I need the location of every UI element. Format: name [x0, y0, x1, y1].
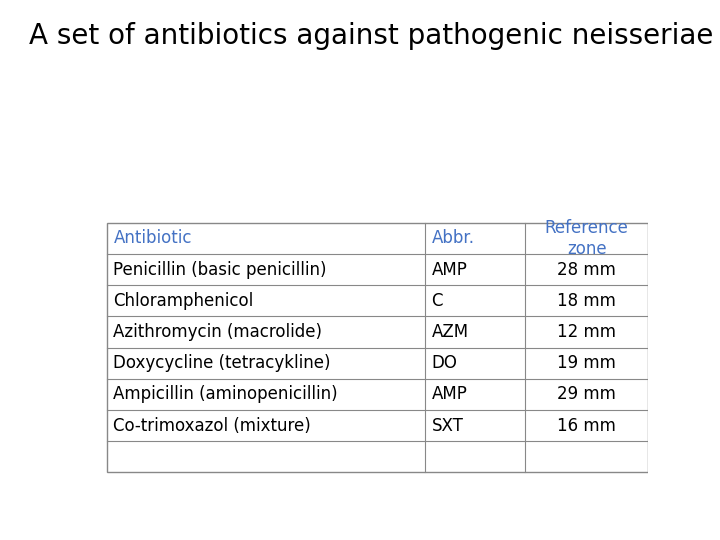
- Text: Chloramphenicol: Chloramphenicol: [114, 292, 253, 310]
- Text: Ampicillin (aminopenicillin): Ampicillin (aminopenicillin): [114, 386, 338, 403]
- Text: Reference
zone: Reference zone: [545, 219, 629, 258]
- Text: 18 mm: 18 mm: [557, 292, 616, 310]
- Text: 28 mm: 28 mm: [557, 261, 616, 279]
- Text: A set of antibiotics against pathogenic neisseriae: A set of antibiotics against pathogenic …: [29, 22, 714, 50]
- Text: C: C: [431, 292, 443, 310]
- Text: 16 mm: 16 mm: [557, 416, 616, 435]
- Text: Co-trimoxazol (mixture): Co-trimoxazol (mixture): [114, 416, 311, 435]
- Text: 29 mm: 29 mm: [557, 386, 616, 403]
- Text: SXT: SXT: [431, 416, 464, 435]
- Text: Penicillin (basic penicillin): Penicillin (basic penicillin): [114, 261, 327, 279]
- Text: Azithromycin (macrolide): Azithromycin (macrolide): [114, 323, 323, 341]
- Text: Antibiotic: Antibiotic: [114, 230, 192, 247]
- Text: AMP: AMP: [431, 386, 467, 403]
- Text: Abbr.: Abbr.: [431, 230, 474, 247]
- Text: DO: DO: [431, 354, 457, 372]
- Text: AMP: AMP: [431, 261, 467, 279]
- Text: Doxycycline (tetracykline): Doxycycline (tetracykline): [114, 354, 331, 372]
- Text: AZM: AZM: [431, 323, 469, 341]
- Bar: [107, 223, 648, 472]
- Text: 19 mm: 19 mm: [557, 354, 616, 372]
- Text: 12 mm: 12 mm: [557, 323, 616, 341]
